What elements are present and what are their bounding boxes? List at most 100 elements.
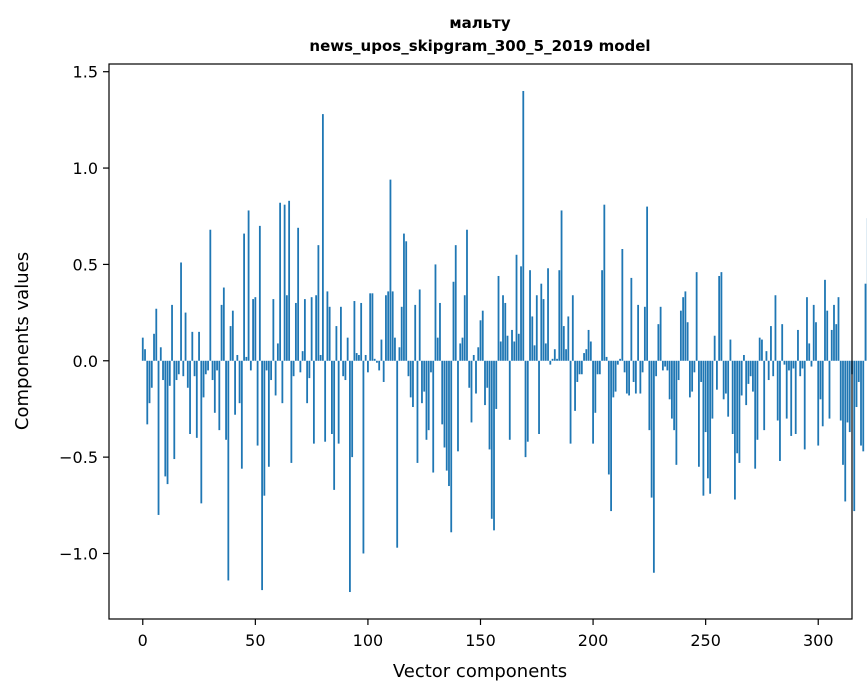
- bar-285: [783, 360, 786, 365]
- bar-55: [265, 360, 268, 371]
- bar-251: [707, 360, 709, 479]
- bar-249: [702, 360, 705, 496]
- bar-277: [765, 351, 768, 361]
- bar-143: [463, 295, 466, 361]
- bar-series: [141, 90, 867, 593]
- x-tick-label: 0: [138, 631, 148, 650]
- bar-319: [860, 360, 862, 446]
- bar-180: [547, 268, 549, 361]
- bar-217: [630, 277, 633, 361]
- bar-256: [718, 275, 721, 361]
- bar-181: [549, 360, 552, 365]
- y-axis-label: Components values: [12, 252, 33, 430]
- bar-99: [364, 354, 367, 361]
- bar-98: [362, 360, 365, 554]
- bar-8: [159, 347, 162, 361]
- bar-161: [504, 302, 507, 361]
- bar-171: [526, 360, 529, 442]
- bar-215: [625, 360, 628, 394]
- bar-189: [567, 316, 570, 361]
- bar-88: [340, 306, 342, 361]
- bar-63: [283, 204, 286, 361]
- bar-50: [254, 297, 257, 361]
- bar-154: [488, 360, 491, 450]
- bar-321: [864, 283, 867, 361]
- x-tick-label: 200: [578, 631, 609, 650]
- bar-95: [355, 353, 358, 361]
- bar-128: [430, 360, 432, 373]
- bar-261: [729, 339, 732, 361]
- bar-2: [146, 360, 149, 425]
- bar-0: [141, 337, 144, 361]
- bar-311: [842, 360, 844, 465]
- bar-149: [477, 347, 480, 361]
- bar-6: [155, 308, 158, 361]
- bar-24: [195, 360, 198, 438]
- bar-126: [425, 360, 428, 440]
- bar-186: [560, 210, 563, 361]
- bar-76: [312, 360, 315, 444]
- bar-107: [382, 360, 385, 382]
- bar-22: [191, 331, 194, 361]
- bar-175: [535, 295, 538, 361]
- bar-90: [344, 360, 347, 381]
- bar-209: [612, 360, 615, 398]
- bar-89: [342, 360, 345, 377]
- bar-60: [276, 343, 279, 361]
- bar-243: [688, 360, 691, 398]
- bar-254: [713, 335, 716, 361]
- bar-92: [349, 360, 351, 593]
- bar-193: [576, 360, 579, 382]
- bar-287: [788, 360, 790, 371]
- bar-207: [607, 360, 610, 475]
- bar-307: [833, 304, 835, 361]
- bar-294: [803, 360, 806, 450]
- bar-226: [650, 360, 653, 498]
- bar-188: [565, 349, 567, 361]
- bar-269: [747, 360, 750, 384]
- bar-264: [736, 360, 739, 454]
- bar-150: [479, 320, 482, 361]
- bar-64: [285, 295, 288, 361]
- bar-17: [180, 262, 182, 361]
- bar-267: [743, 354, 745, 361]
- bar-158: [497, 275, 500, 361]
- bar-178: [542, 299, 545, 361]
- bar-224: [646, 206, 649, 361]
- bar-86: [335, 326, 338, 361]
- bar-77: [315, 295, 318, 361]
- bar-93: [351, 360, 354, 458]
- bar-123: [418, 289, 421, 361]
- bar-223: [643, 306, 646, 361]
- bar-25: [198, 331, 200, 361]
- bar-147: [472, 354, 475, 361]
- bar-268: [745, 360, 748, 406]
- bar-137: [450, 360, 453, 533]
- bar-62: [281, 360, 284, 404]
- bar-183: [553, 349, 556, 361]
- bar-201: [594, 360, 597, 413]
- x-tick-label: 150: [465, 631, 496, 650]
- bar-68: [294, 302, 297, 361]
- bar-259: [725, 360, 727, 394]
- bar-1: [144, 349, 146, 361]
- bar-231: [661, 360, 664, 371]
- y-tick-label: 1.0: [73, 159, 98, 178]
- plot-area-frame: [108, 63, 853, 620]
- bar-133: [441, 360, 444, 425]
- bar-281: [774, 295, 777, 361]
- bar-26: [200, 360, 203, 504]
- bar-302: [821, 360, 824, 427]
- bar-30: [209, 229, 212, 361]
- x-tick-label: 300: [803, 631, 834, 650]
- bar-301: [819, 360, 822, 400]
- bar-227: [652, 360, 655, 573]
- bar-220: [637, 304, 640, 361]
- bar-56: [267, 360, 270, 467]
- bar-67: [292, 360, 295, 377]
- bar-245: [693, 360, 696, 373]
- bar-253: [711, 360, 714, 419]
- bar-34: [218, 360, 221, 431]
- bar-106: [380, 339, 383, 361]
